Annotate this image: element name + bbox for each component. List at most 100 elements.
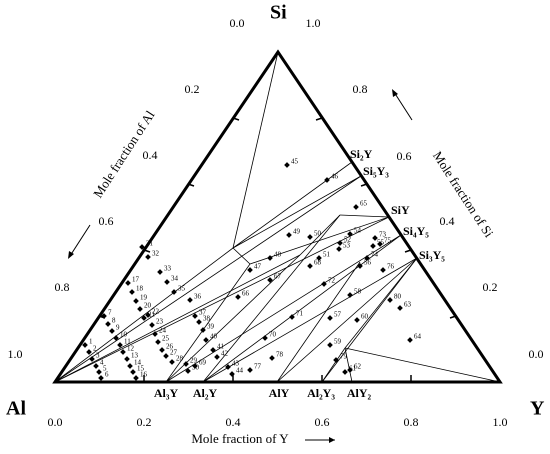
point-marker bbox=[124, 356, 130, 362]
point-label: 62 bbox=[354, 363, 362, 371]
point-marker bbox=[397, 305, 403, 311]
point-marker bbox=[267, 277, 273, 283]
point-label: 57 bbox=[334, 311, 342, 319]
point-marker bbox=[192, 313, 198, 319]
point-label: 36 bbox=[194, 293, 202, 301]
point-marker bbox=[145, 254, 151, 260]
vertex-label: Si bbox=[270, 2, 287, 24]
point-label: 74 bbox=[371, 251, 379, 259]
point-label: 69 bbox=[199, 359, 207, 367]
point-marker bbox=[152, 331, 158, 337]
tick-label: 0.4 bbox=[226, 415, 241, 429]
axis-title: Mole fraction of Y bbox=[191, 431, 289, 446]
point-marker bbox=[324, 177, 330, 183]
point-marker bbox=[267, 255, 273, 261]
point-marker bbox=[98, 375, 104, 381]
compound-label: Al₂Y bbox=[193, 386, 218, 400]
point-label: 32 bbox=[152, 250, 160, 258]
compound-label: SiY bbox=[391, 203, 410, 217]
point-marker bbox=[336, 246, 342, 252]
point-label: 58 bbox=[354, 288, 362, 296]
point-label: 14 bbox=[134, 359, 142, 367]
point-marker bbox=[164, 279, 170, 285]
point-marker bbox=[130, 369, 136, 375]
point-label: 4 bbox=[100, 359, 104, 367]
point-marker bbox=[183, 361, 189, 367]
tick-label: 1.0 bbox=[8, 347, 23, 361]
compound-label: Si₄Y₅ bbox=[403, 224, 429, 238]
point-label: 16 bbox=[140, 371, 148, 379]
point-marker bbox=[159, 347, 165, 353]
point-marker bbox=[372, 235, 378, 241]
point-marker bbox=[364, 255, 370, 261]
point-marker bbox=[262, 335, 268, 341]
point-marker bbox=[289, 314, 295, 320]
axis-arrow bbox=[69, 224, 91, 257]
point-label: 39 bbox=[207, 323, 215, 331]
point-marker bbox=[196, 319, 202, 325]
point-marker bbox=[200, 327, 206, 333]
point-marker bbox=[145, 312, 151, 318]
point-marker bbox=[171, 289, 177, 295]
tick-label: 1.0 bbox=[493, 415, 508, 429]
edge-ticks bbox=[98, 117, 457, 382]
compound-label: Al₂Y₃ bbox=[307, 386, 335, 400]
compound-label: AlY₂ bbox=[347, 386, 372, 400]
point-label: 43 bbox=[232, 360, 240, 368]
point-label: 28 bbox=[176, 355, 184, 363]
point-marker bbox=[347, 367, 353, 373]
point-label: 59 bbox=[334, 338, 342, 346]
point-label: 27 bbox=[170, 349, 178, 357]
point-marker bbox=[101, 313, 107, 319]
point-marker bbox=[82, 342, 88, 348]
point-label: 38 bbox=[203, 315, 211, 323]
point-label: 18 bbox=[136, 285, 144, 293]
point-marker bbox=[269, 355, 275, 361]
point-label: 67 bbox=[274, 273, 282, 281]
point-marker bbox=[347, 231, 353, 237]
point-label: 24 bbox=[159, 327, 167, 335]
point-marker bbox=[185, 368, 191, 374]
axis-arrow bbox=[393, 91, 413, 121]
point-label: 78 bbox=[276, 351, 284, 359]
point-label: 76 bbox=[387, 263, 395, 271]
point-marker bbox=[347, 292, 353, 298]
point-marker bbox=[125, 280, 131, 286]
point-label: 53 bbox=[343, 242, 351, 250]
point-marker bbox=[353, 204, 359, 210]
point-marker bbox=[109, 328, 115, 334]
axis-arrow bbox=[329, 437, 335, 443]
point-label: 66 bbox=[242, 290, 250, 298]
compound-label: AlY bbox=[269, 386, 290, 400]
point-label: 46 bbox=[331, 173, 339, 181]
point-label: 12 bbox=[127, 345, 135, 353]
point-marker bbox=[235, 294, 241, 300]
vertex-label: Al bbox=[6, 398, 26, 420]
point-marker bbox=[169, 359, 175, 365]
point-label: 7 bbox=[108, 309, 112, 317]
point-marker bbox=[321, 281, 327, 287]
point-marker bbox=[105, 321, 111, 327]
point-label: 65 bbox=[360, 200, 368, 208]
vertex-label: Y bbox=[530, 398, 545, 420]
point-label: 41 bbox=[217, 343, 225, 351]
tick-label: 0.4 bbox=[440, 214, 455, 228]
point-marker bbox=[377, 241, 383, 247]
point-marker bbox=[120, 349, 126, 355]
point-label: 45 bbox=[291, 158, 299, 166]
point-label: 3 bbox=[96, 352, 100, 360]
point-label: 68 bbox=[314, 259, 322, 267]
point-marker bbox=[210, 347, 216, 353]
point-label: 10 bbox=[120, 331, 128, 339]
point-marker bbox=[113, 335, 119, 341]
point-label: 44 bbox=[236, 367, 244, 375]
point-label: 64 bbox=[414, 333, 422, 341]
point-marker bbox=[370, 243, 376, 249]
point-marker bbox=[286, 232, 292, 238]
point-marker bbox=[229, 371, 235, 377]
point-label: 8 bbox=[112, 317, 116, 325]
tick-label: 0.0 bbox=[529, 347, 544, 361]
compound-label: Si₅Y₃ bbox=[363, 164, 389, 178]
point-marker bbox=[333, 357, 339, 363]
